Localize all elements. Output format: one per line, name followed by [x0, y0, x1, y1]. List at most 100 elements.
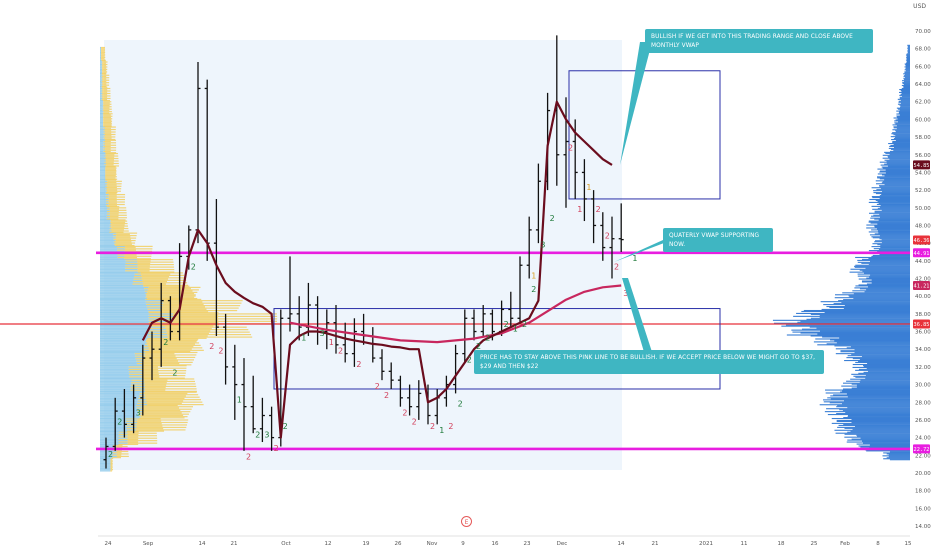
td-count-label: 3 — [320, 329, 325, 338]
right-profile-row — [895, 130, 910, 132]
left-profile-blue-row — [100, 259, 138, 261]
right-profile-row — [875, 199, 910, 202]
y-tick-label: 68.00 — [915, 47, 931, 53]
right-profile-row — [875, 180, 910, 182]
left-profile-yellow-row — [110, 460, 113, 462]
right-profile-row — [819, 314, 910, 316]
price-tag-bg — [913, 160, 930, 170]
left-profile-yellow-row — [125, 418, 161, 420]
td-count-label: 2 — [605, 232, 610, 241]
left-profile-yellow-row — [145, 341, 197, 343]
y-tick-label: 30.00 — [915, 383, 931, 389]
left-profile-blue-row — [100, 247, 117, 249]
y-tick-label: 58.00 — [915, 135, 931, 141]
y-tick-label: 26.00 — [915, 418, 931, 424]
left-profile-blue-row — [100, 208, 108, 210]
left-profile-blue-row — [100, 409, 138, 412]
left-profile-yellow-row — [147, 404, 204, 406]
right-profile-row — [837, 405, 910, 407]
right-profile-row — [874, 233, 910, 235]
left-profile-yellow-row — [137, 266, 175, 268]
td-count-label: 2 — [108, 450, 113, 459]
left-profile-blue-row — [100, 114, 103, 116]
left-profile-yellow-row — [118, 436, 139, 438]
left-profile-yellow-row — [144, 385, 197, 388]
td-count-label: 2 — [531, 285, 536, 294]
left-profile-blue-row — [100, 256, 118, 259]
left-profile-blue-row — [100, 55, 101, 57]
right-profile-row — [846, 393, 910, 395]
right-profile-row — [877, 177, 910, 179]
left-profile-yellow-row — [103, 113, 113, 115]
left-profile-blue-row — [100, 160, 107, 162]
left-profile-yellow-row — [101, 70, 107, 72]
ohlc-bar — [535, 163, 541, 244]
left-profile-yellow-row — [148, 286, 201, 289]
right-profile-row — [869, 212, 910, 214]
earnings-marker-icon[interactable]: E — [461, 516, 472, 527]
right-profile-row — [833, 303, 910, 305]
left-profile-yellow-row — [146, 306, 206, 308]
left-profile-blue-row — [100, 101, 104, 103]
left-profile-yellow-row — [105, 169, 117, 172]
left-profile-blue-row — [100, 179, 106, 181]
left-profile-yellow-row — [106, 205, 118, 207]
left-profile-yellow-row — [108, 198, 125, 201]
left-profile-yellow-row — [143, 348, 192, 350]
right-profile-row — [851, 387, 910, 389]
left-profile-yellow-row — [142, 375, 186, 377]
left-profile-yellow-row — [145, 343, 195, 345]
left-profile-yellow-row — [118, 443, 139, 445]
note-top[interactable]: BULLISH IF WE GET INTO THIS TRADING RANG… — [645, 29, 873, 53]
left-profile-yellow-row — [145, 292, 195, 295]
left-profile-yellow-row — [132, 280, 168, 283]
left-profile-blue-row — [100, 210, 107, 213]
left-profile-yellow-row — [118, 438, 139, 441]
left-profile-yellow-row — [136, 363, 180, 365]
monthly-vwap-line — [141, 100, 613, 439]
right-profile-row — [906, 56, 910, 58]
right-profile-row — [865, 267, 910, 269]
left-profile-yellow-row — [108, 201, 125, 203]
left-profile-yellow-row — [125, 420, 162, 422]
left-profile-blue-row — [100, 314, 149, 316]
right-profile-row — [854, 352, 910, 354]
right-profile-row — [901, 85, 910, 87]
note-bottom[interactable]: PRICE HAS TO STAY ABOVE THIS PINK LINE T… — [474, 350, 824, 374]
left-profile-blue-row — [100, 273, 135, 275]
td-count-label: 2 — [467, 355, 472, 364]
right-profile-row — [857, 259, 910, 261]
ohlc-bar — [388, 362, 394, 389]
y-tick-label: 70.00 — [915, 29, 931, 35]
right-profile-row — [904, 69, 910, 71]
ohlc-bar — [462, 309, 468, 363]
x-tick-label: 15 — [905, 541, 912, 547]
left-profile-yellow-row — [105, 202, 117, 204]
right-profile-row — [887, 165, 910, 167]
right-profile-row — [907, 51, 910, 53]
price-tag-label: 46.36 — [914, 238, 930, 244]
right-profile-row — [879, 161, 910, 163]
note-middle[interactable]: QUATERLY VWAP SUPPORTING NOW. — [663, 228, 773, 252]
left-profile-yellow-row — [130, 389, 166, 391]
right-profile-row — [884, 179, 910, 181]
right-profile-row — [852, 358, 910, 360]
right-profile-row — [850, 268, 910, 270]
left-profile-yellow-row — [145, 396, 200, 398]
left-profile-yellow-row — [147, 297, 198, 300]
right-profile-row — [873, 192, 910, 194]
left-profile-blue-row — [100, 53, 102, 55]
left-profile-blue-row — [100, 406, 144, 408]
right-profile-row — [890, 136, 910, 138]
right-profile-row — [881, 242, 910, 244]
left-profile-blue-row — [100, 135, 104, 137]
right-profile-row — [874, 225, 910, 227]
left-profile-blue-row — [100, 264, 138, 266]
right-profile-row — [884, 163, 910, 165]
left-profile-blue-row — [100, 49, 102, 51]
left-profile-yellow-row — [144, 394, 199, 396]
left-profile-blue-row — [100, 85, 102, 88]
left-profile-yellow-row — [116, 450, 129, 453]
right-profile-row — [866, 450, 910, 452]
